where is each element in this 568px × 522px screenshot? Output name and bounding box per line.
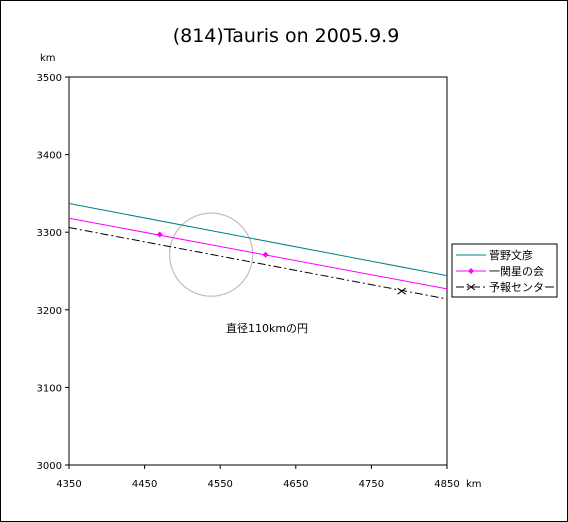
data-point-diamond xyxy=(262,251,269,258)
x-axis: 4350 4450 4550 4650 4750 4850 xyxy=(56,465,460,490)
legend-marker xyxy=(468,268,474,274)
size-circle xyxy=(168,212,254,297)
y-tick-label: 3300 xyxy=(37,228,62,239)
y-axis-unit: km xyxy=(40,53,56,64)
legend-label: 一関星の会 xyxy=(489,265,544,278)
x-tick-label: 4450 xyxy=(132,479,157,490)
chart-title: (814)Tauris on 2005.9.9 xyxy=(173,25,400,47)
legend-label: 予報センター xyxy=(489,281,555,294)
x-marker-stroke xyxy=(397,287,406,295)
series-2 xyxy=(68,217,448,290)
circle-annotation: 直径110kmの円 xyxy=(226,321,308,335)
y-axis: 3000 3100 3200 3300 3400 3500 xyxy=(37,73,69,472)
legend-item-3: 予報センター xyxy=(456,281,555,294)
series-1 xyxy=(68,202,448,277)
x-tick-label: 4750 xyxy=(359,479,384,490)
legend-item-1: 菅野文彦 xyxy=(456,248,533,262)
series-line xyxy=(68,227,448,300)
x-axis-unit: km xyxy=(466,479,482,490)
data-point-diamond xyxy=(156,231,163,238)
data-point-x xyxy=(397,287,406,295)
plot-area xyxy=(68,76,448,466)
series-layer xyxy=(68,202,448,300)
y-tick-label: 3100 xyxy=(37,383,62,394)
x-tick-label: 4850 xyxy=(434,479,459,490)
series-3 xyxy=(68,227,448,300)
legend-marker xyxy=(466,283,476,291)
x-tick-label: 4550 xyxy=(207,479,232,490)
series-line xyxy=(68,202,448,277)
x-tick-label: 4350 xyxy=(56,479,81,490)
x-tick-label: 4650 xyxy=(283,479,308,490)
y-tick-label: 3400 xyxy=(37,151,62,162)
legend-label: 菅野文彦 xyxy=(489,248,533,262)
y-tick-label: 3000 xyxy=(37,461,62,472)
y-tick-label: 3500 xyxy=(37,73,62,84)
y-tick-label: 3200 xyxy=(37,306,62,317)
legend-item-2: 一関星の会 xyxy=(456,265,544,278)
series-line xyxy=(68,217,448,290)
